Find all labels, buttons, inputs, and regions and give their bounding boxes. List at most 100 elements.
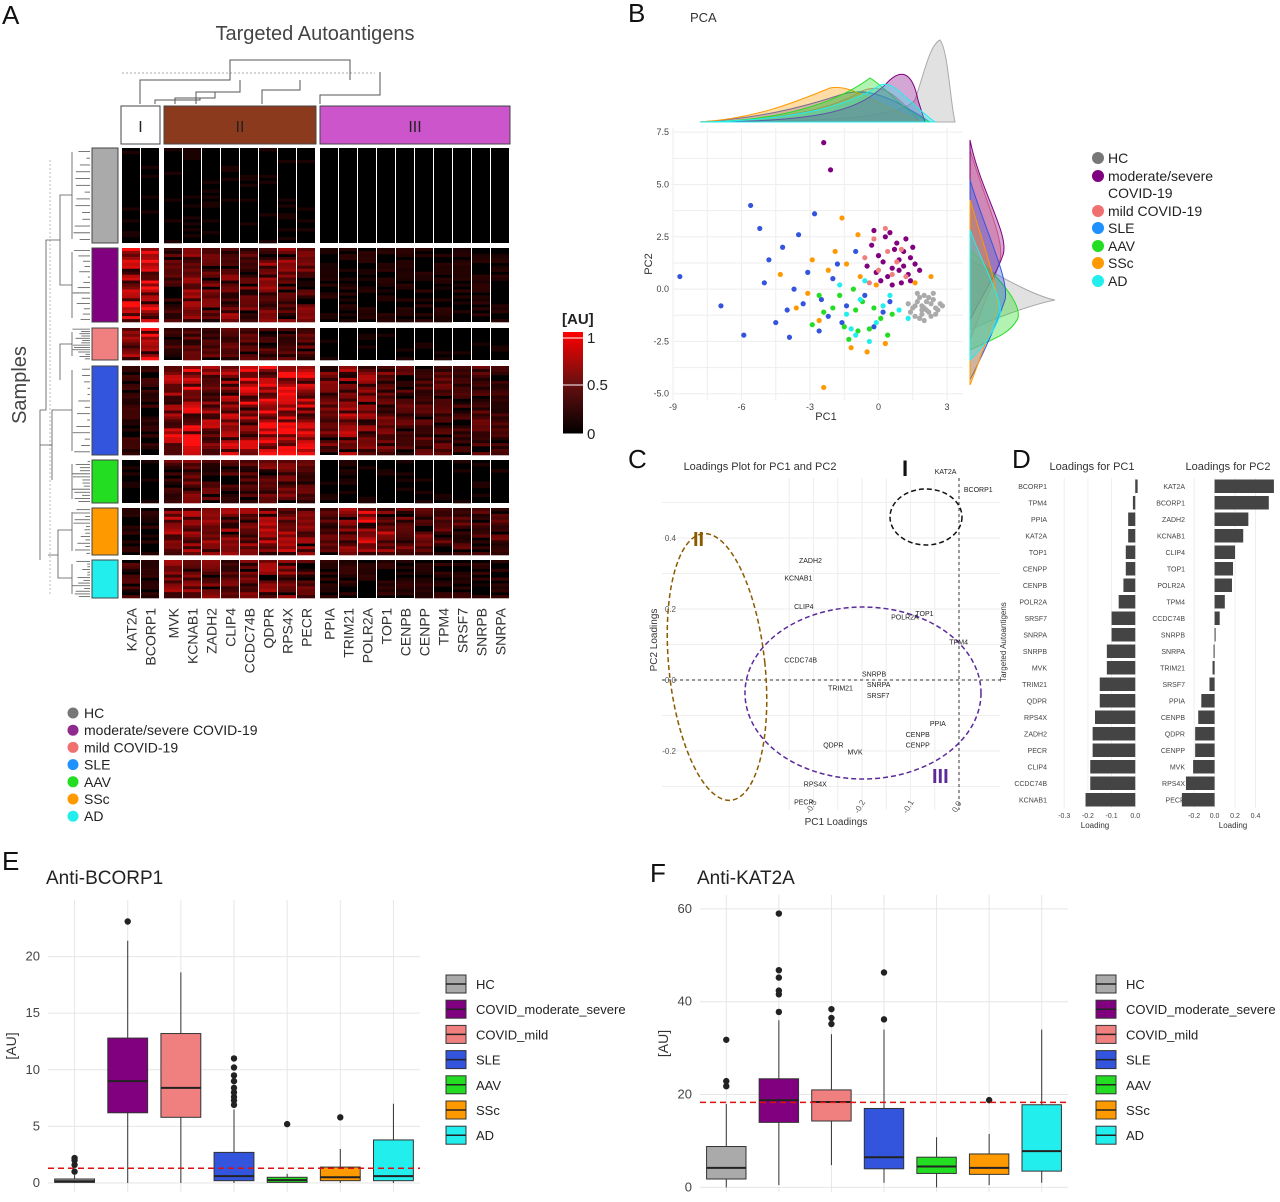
heatmap-cell [202, 328, 220, 332]
heatmap-cell [358, 389, 376, 393]
heatmap-cell [339, 422, 357, 426]
heatmap-cell [221, 443, 239, 447]
heatmap-cell-bg [358, 148, 376, 243]
heatmap-cell [164, 460, 182, 464]
heatmap-cell [278, 525, 296, 529]
heatmap-cell [240, 277, 258, 281]
heatmap-cell [259, 562, 277, 567]
density-curve [969, 149, 1002, 341]
heatmap-cell [339, 389, 357, 393]
heatmap-cell [278, 565, 296, 570]
heatmap-cell [278, 446, 296, 450]
heatmap-cell [183, 398, 201, 402]
heatmap-cell [164, 437, 182, 441]
heatmap-cell [122, 289, 140, 293]
heatmap-cell [259, 440, 277, 444]
heatmap-cell [377, 510, 395, 515]
heatmap-cell [297, 519, 315, 523]
heatmap-cell [221, 508, 239, 512]
heatmap-cell [472, 434, 490, 438]
heatmap-cell [183, 413, 201, 417]
heatmap-cell [472, 389, 490, 393]
pca-point [864, 263, 870, 269]
heatmap-cell [202, 534, 220, 538]
dendro-branch [154, 98, 201, 104]
pca-point [841, 324, 847, 330]
heatmap-cell [339, 460, 357, 464]
bar-grid [1063, 478, 1136, 808]
heatmap-cell [122, 374, 140, 379]
heatmap-cell [339, 268, 357, 272]
heatmap-cell [320, 395, 338, 399]
heatmap-cell [122, 219, 140, 223]
heatmap-cell [122, 150, 140, 155]
bar-category-label: PPIA [1169, 698, 1185, 705]
heatmap-cell [491, 525, 509, 529]
bar-category-label: CLIP4 [1028, 764, 1048, 771]
cluster-label-II: II [693, 529, 704, 551]
heatmap-cell [259, 250, 277, 255]
heatmap-cell [141, 316, 159, 320]
box-outlier [723, 1077, 730, 1085]
heatmap-cell [396, 592, 414, 596]
heatmap-cell [453, 543, 471, 547]
legend-label: AD [1108, 273, 1127, 289]
heatmap-cell [221, 253, 239, 258]
heatmap-cell [358, 380, 376, 385]
heatmap-cell [202, 549, 220, 553]
heatmap-cell [183, 357, 201, 361]
heatmap-cell [339, 416, 357, 420]
pca-point [766, 257, 772, 263]
heatmap-cell [183, 328, 201, 332]
heatmap-cell [240, 368, 258, 373]
heatmap-cell [339, 377, 357, 382]
y-tick-label: 5.0 [656, 179, 669, 189]
heatmap-cell [453, 510, 471, 515]
heatmap-cell [453, 283, 471, 287]
heatmap-cell [259, 413, 277, 417]
heatmap-cell-bg [122, 148, 140, 243]
heatmap-cell [320, 425, 338, 429]
y-tick-label: 5 [33, 1118, 40, 1133]
heatmap-cell [240, 316, 258, 320]
heatmap-cell [297, 571, 315, 575]
pca-point [848, 326, 854, 332]
heatmap-cell [240, 460, 258, 464]
heatmap-cell [141, 289, 159, 293]
heatmap-cell [320, 565, 338, 570]
heatmap-cell [221, 280, 239, 284]
heatmap-cell [396, 253, 414, 258]
heatmap-cell [141, 510, 159, 515]
heatmap-cell [122, 419, 140, 423]
heatmap-cell [472, 571, 490, 575]
heatmap-cell [396, 549, 414, 553]
y-tick-label: 60 [678, 901, 692, 916]
heatmap-cell [320, 586, 338, 590]
heatmap-cell [491, 407, 509, 411]
heatmap-cell [183, 319, 201, 323]
heatmap-cell [377, 265, 395, 270]
heatmap-cell [141, 592, 159, 596]
heatmap-cell [377, 295, 395, 299]
legend-label: HC [476, 977, 495, 992]
heatmap-cell [122, 472, 140, 476]
heatmap-cell [434, 374, 452, 379]
heatmap-cell [122, 562, 140, 567]
heatmap-cell [221, 271, 239, 275]
heatmap-cell [396, 277, 414, 281]
heatmap-cell [278, 354, 296, 358]
heatmap-cell [202, 562, 220, 567]
heatmap-cell [297, 493, 315, 498]
heatmap-cell [339, 478, 357, 482]
heatmap-cell [297, 398, 315, 402]
heatmap-cell [434, 392, 452, 396]
pca-point [821, 140, 827, 146]
heatmap-cell [259, 540, 277, 544]
heatmap-cell [183, 401, 201, 405]
legend-label: SLE [84, 757, 110, 773]
legend-marker [1092, 257, 1104, 269]
heatmap-cell [221, 307, 239, 311]
heatmap-cell [358, 377, 376, 382]
heatmap-cell [434, 431, 452, 435]
heatmap-cell [491, 540, 509, 544]
